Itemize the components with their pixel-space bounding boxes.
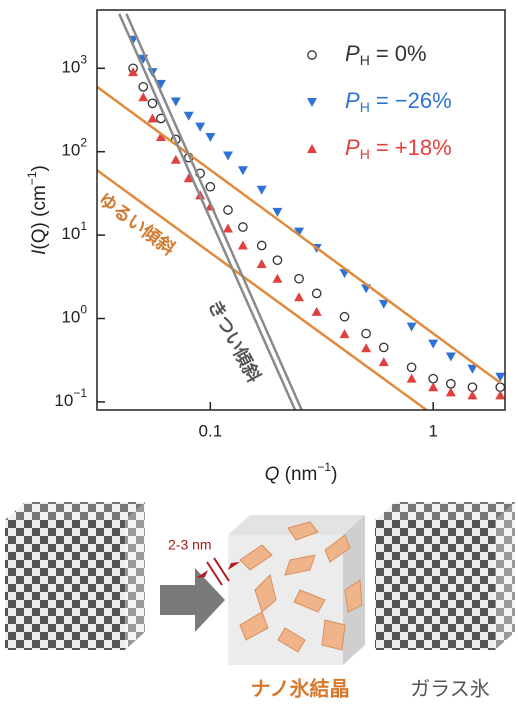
point [294,292,304,301]
legend-marker [307,98,317,107]
point [312,307,322,316]
point [295,275,303,283]
legend-name: = +18% [376,135,452,160]
x-axis-label: Q (nm−1) [265,460,338,485]
point [496,383,504,391]
legend-subscript: H [360,146,370,162]
legend-subscript: H [360,99,370,115]
size-label: 2-3 nm [168,537,212,553]
cube-top [375,502,515,520]
point [407,363,415,371]
cube-front [375,520,495,650]
point [223,152,233,161]
legend-subscript: H [360,52,370,68]
point [238,241,248,250]
point [362,329,370,337]
cube-side [125,502,145,650]
right-label: ガラス氷 [410,677,490,700]
point [195,123,205,132]
y-tick-label: 10−1 [54,386,87,410]
point [171,155,181,164]
tick-exponent: 2 [80,136,87,150]
point [139,83,147,91]
point [446,387,456,396]
point [340,329,350,338]
point [148,99,156,107]
point [428,340,438,349]
point [258,241,266,249]
tick-base: 10 [61,225,80,244]
figure: 0.1110−1100101102103PH= 0%PH= −26%PH= +1… [0,0,518,704]
diagram: 2-3 nm ナノ氷結晶 ガラス氷 [5,502,515,700]
point [138,92,148,101]
arrow [160,568,225,632]
tick-exponent: −1 [73,386,87,400]
point [273,256,281,264]
point [380,343,388,351]
tick-base: 10 [61,58,80,77]
legend-name: = 0% [376,41,427,66]
cube-side [495,502,515,650]
legend-name: = −26% [376,88,452,113]
point [239,223,247,231]
legend-symbol: P [345,41,360,66]
point [447,380,455,388]
tick-exponent: 3 [80,52,87,66]
point [379,357,389,366]
legend-marker [308,51,316,59]
legend-symbol: P [345,88,360,113]
tick-exponent: 1 [80,219,87,233]
point [224,206,232,214]
point [205,133,215,142]
point [312,289,320,297]
legend-marker [307,144,317,153]
cube-front [5,520,125,650]
point [147,114,157,123]
point [407,323,417,332]
point [171,97,181,106]
point [238,166,248,175]
y-tick-label: 100 [61,303,87,327]
cube-top [5,502,145,520]
tick-exponent: 0 [80,303,87,317]
point [272,274,282,283]
legend-label: PH = −26% [345,88,452,115]
point [407,374,417,383]
point [257,186,267,195]
tick-base: 10 [61,141,80,160]
fit-line [97,170,433,415]
point [184,112,194,121]
point [206,183,214,191]
point [361,343,371,352]
point [495,390,505,399]
tick-base: 10 [54,391,73,410]
middle-label: ナノ氷結晶 [251,676,350,700]
y-tick-label: 101 [61,219,87,243]
legend-label: PH = 0% [345,41,427,68]
y-tick-label: 102 [61,136,87,160]
point [340,313,348,321]
point [467,390,477,399]
legend-label: PH = +18% [345,135,452,162]
point [223,224,233,233]
point [446,353,456,362]
legend-symbol: P [345,135,360,160]
y-axis-label: I(Q) (cm−1) [25,165,50,255]
point [429,374,437,382]
plot-area [97,14,505,415]
x-tick-label: 1 [428,421,437,440]
point [428,382,438,391]
page: {"chart_data": {"type": "scatter", "ylab… [0,0,518,704]
plot-frame [97,10,505,410]
point [468,383,476,391]
tick-base: 10 [61,308,80,327]
y-tick-label: 103 [61,52,87,76]
point [257,259,267,268]
x-tick-label: 0.1 [199,421,223,440]
